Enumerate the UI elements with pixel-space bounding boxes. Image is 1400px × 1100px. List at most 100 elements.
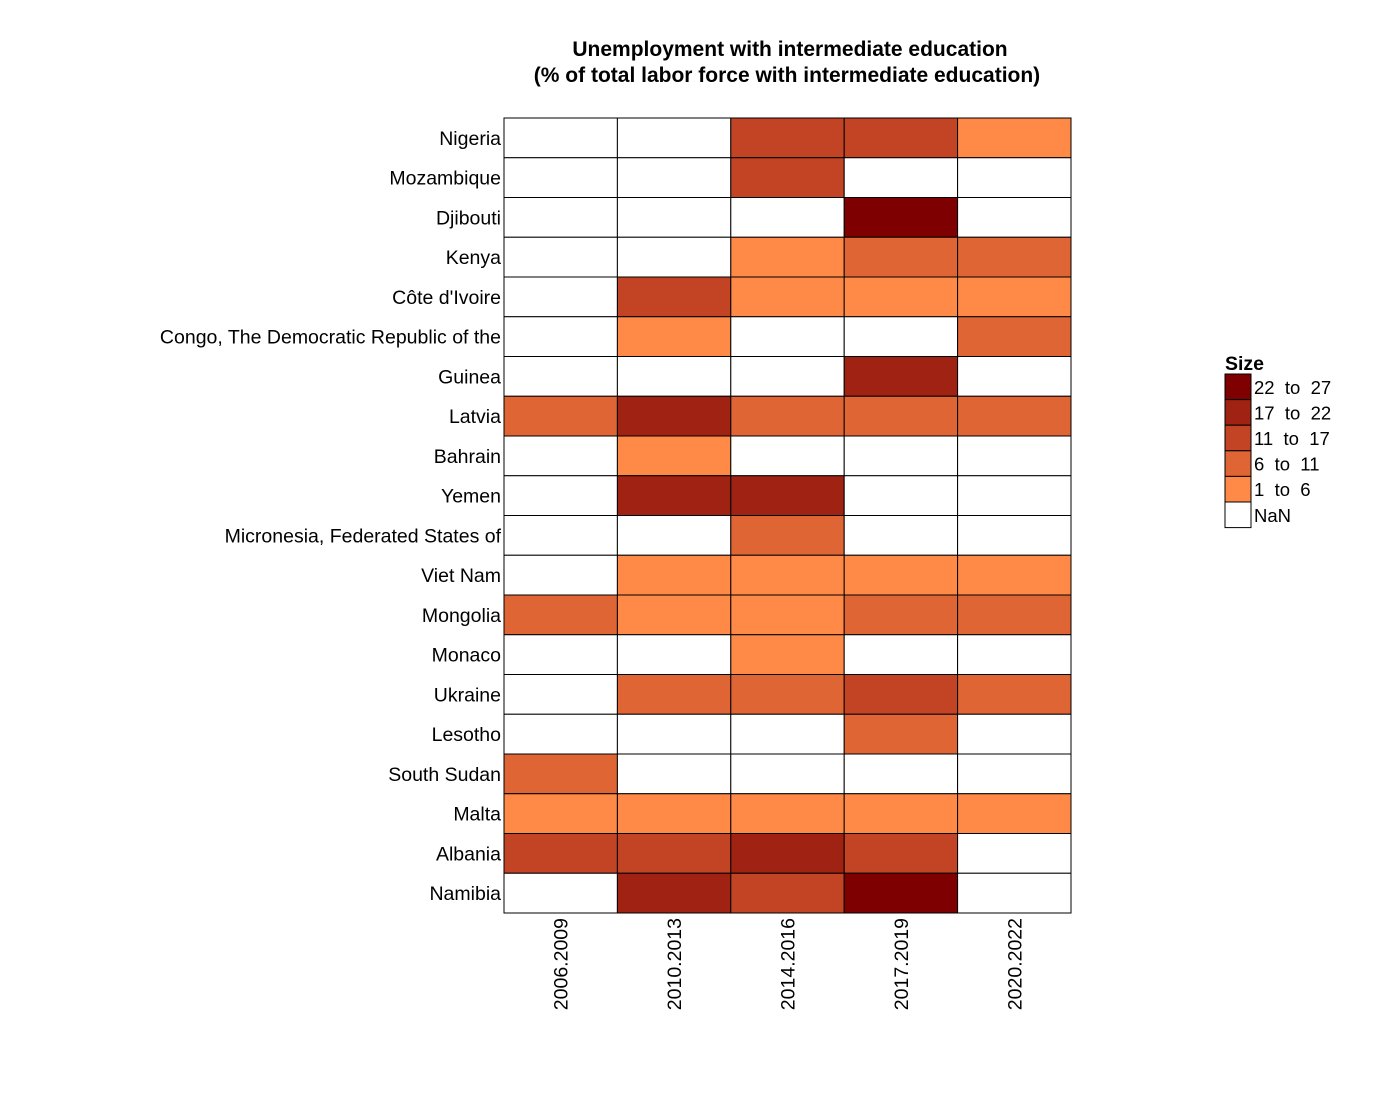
heatmap-cell xyxy=(503,475,618,516)
heatmap-cell xyxy=(616,713,732,755)
row-label: Malta xyxy=(453,804,501,826)
legend-label: 1 to 6 xyxy=(1254,479,1311,500)
heatmap-cell xyxy=(730,872,845,914)
heatmap-cell xyxy=(616,316,732,357)
heatmap-cell xyxy=(957,475,1072,516)
heatmap-cell xyxy=(503,872,618,914)
row-label: Bahrain xyxy=(434,446,501,468)
heatmap-cell xyxy=(503,157,618,198)
heatmap-cell xyxy=(616,872,732,914)
legend-swatch xyxy=(1224,373,1252,401)
row-label: Mongolia xyxy=(422,605,501,627)
heatmap-cell xyxy=(616,554,732,596)
heatmap-cell xyxy=(957,117,1072,159)
heatmap-cell xyxy=(616,833,732,874)
heatmap-cell xyxy=(503,713,618,755)
row-label: Congo, The Democratic Republic of the xyxy=(160,327,501,349)
heatmap-cell xyxy=(957,713,1072,755)
heatmap-cell xyxy=(730,515,845,556)
heatmap-cell xyxy=(843,117,959,159)
heatmap-cell xyxy=(503,236,618,278)
heatmap-cell xyxy=(503,356,618,397)
heatmap-cell xyxy=(730,236,845,278)
heatmap-cell xyxy=(843,435,959,477)
legend-swatch xyxy=(1224,475,1252,503)
heatmap-cell xyxy=(843,515,959,556)
heatmap-cell xyxy=(957,236,1072,278)
heatmap-cell xyxy=(503,395,618,437)
row-label: Ukraine xyxy=(434,684,501,706)
row-label: Djibouti xyxy=(436,207,501,229)
row-label: Kenya xyxy=(446,247,501,269)
heatmap-cell xyxy=(730,634,845,675)
legend-label: NaN xyxy=(1254,505,1291,526)
heatmap-cell xyxy=(503,554,618,596)
column-label: 2020.2022 xyxy=(1004,918,1026,1010)
heatmap-cell xyxy=(616,634,732,675)
heatmap-cell xyxy=(957,197,1072,238)
column-label: 2006.2009 xyxy=(551,918,573,1010)
heatmap-cell xyxy=(730,475,845,516)
heatmap-cell xyxy=(730,833,845,874)
heatmap-cell xyxy=(957,395,1072,437)
row-label: Albania xyxy=(436,843,501,865)
heatmap-cell xyxy=(616,435,732,477)
heatmap-cell xyxy=(503,197,618,238)
row-label: Micronesia, Federated States of xyxy=(225,525,502,547)
row-label: Monaco xyxy=(432,645,502,667)
column-label: 2014.2016 xyxy=(778,918,800,1010)
heatmap-cell xyxy=(616,475,732,516)
heatmap-cell xyxy=(730,554,845,596)
column-labels: 2006.2009 2010.2013 2014.2016 2017.2019 2020… xyxy=(551,918,1027,1010)
legend-label: 22 to 27 xyxy=(1254,377,1331,398)
heatmap-cell xyxy=(843,674,959,715)
row-label: Lesotho xyxy=(432,724,502,746)
heatmap-cell xyxy=(843,395,959,437)
heatmap-cell xyxy=(843,236,959,278)
heatmap-cell xyxy=(730,674,845,715)
heatmap-cell xyxy=(616,356,732,397)
heatmap-cell xyxy=(503,316,618,357)
column-label: 2010.2013 xyxy=(664,918,686,1010)
legend-swatch xyxy=(1224,450,1252,477)
heatmap-cell xyxy=(957,753,1072,795)
heatmap-cell xyxy=(843,713,959,755)
heatmap-cell xyxy=(843,316,959,357)
legend-label: 17 to 22 xyxy=(1254,402,1331,423)
heatmap-cell xyxy=(957,316,1072,357)
heatmap-cell xyxy=(730,594,845,636)
heatmap-cell xyxy=(730,713,845,755)
heatmap-cell xyxy=(616,395,732,437)
heatmap-cell xyxy=(843,793,959,834)
heatmap-cell xyxy=(730,435,845,477)
heatmap-cell xyxy=(957,515,1072,556)
heatmap-cell xyxy=(957,793,1072,834)
heatmap-cell xyxy=(957,554,1072,596)
heatmap-cell xyxy=(957,356,1072,397)
heatmap-cell xyxy=(503,435,618,477)
heatmap-cell xyxy=(843,872,959,914)
heatmap-cell xyxy=(843,475,959,516)
heatmap-cell xyxy=(730,276,845,318)
heatmap-cell xyxy=(616,236,732,278)
heatmap-cell xyxy=(503,594,618,636)
heatmap-cell xyxy=(957,872,1072,914)
legend-label: 11 to 17 xyxy=(1254,428,1330,449)
legend: Size 22 to 27 17 to 22 11 to 17 6 to 11 1 to… xyxy=(1224,353,1331,529)
heatmap-cell xyxy=(730,395,845,437)
legend-swatch xyxy=(1224,424,1252,452)
heatmap-cells xyxy=(503,117,1072,914)
heatmap-cell xyxy=(503,753,618,795)
row-label: Nigeria xyxy=(439,128,501,150)
row-label: Guinea xyxy=(438,366,501,388)
row-label: Mozambique xyxy=(389,168,501,190)
legend-label: 6 to 11 xyxy=(1254,454,1319,475)
heatmap-cell xyxy=(730,117,845,159)
heatmap-cell xyxy=(503,833,618,874)
heatmap-cell xyxy=(730,157,845,198)
heatmap-cell xyxy=(843,594,959,636)
heatmap-cell xyxy=(843,833,959,874)
heatmap-cell xyxy=(503,276,618,318)
heatmap-cell xyxy=(616,674,732,715)
